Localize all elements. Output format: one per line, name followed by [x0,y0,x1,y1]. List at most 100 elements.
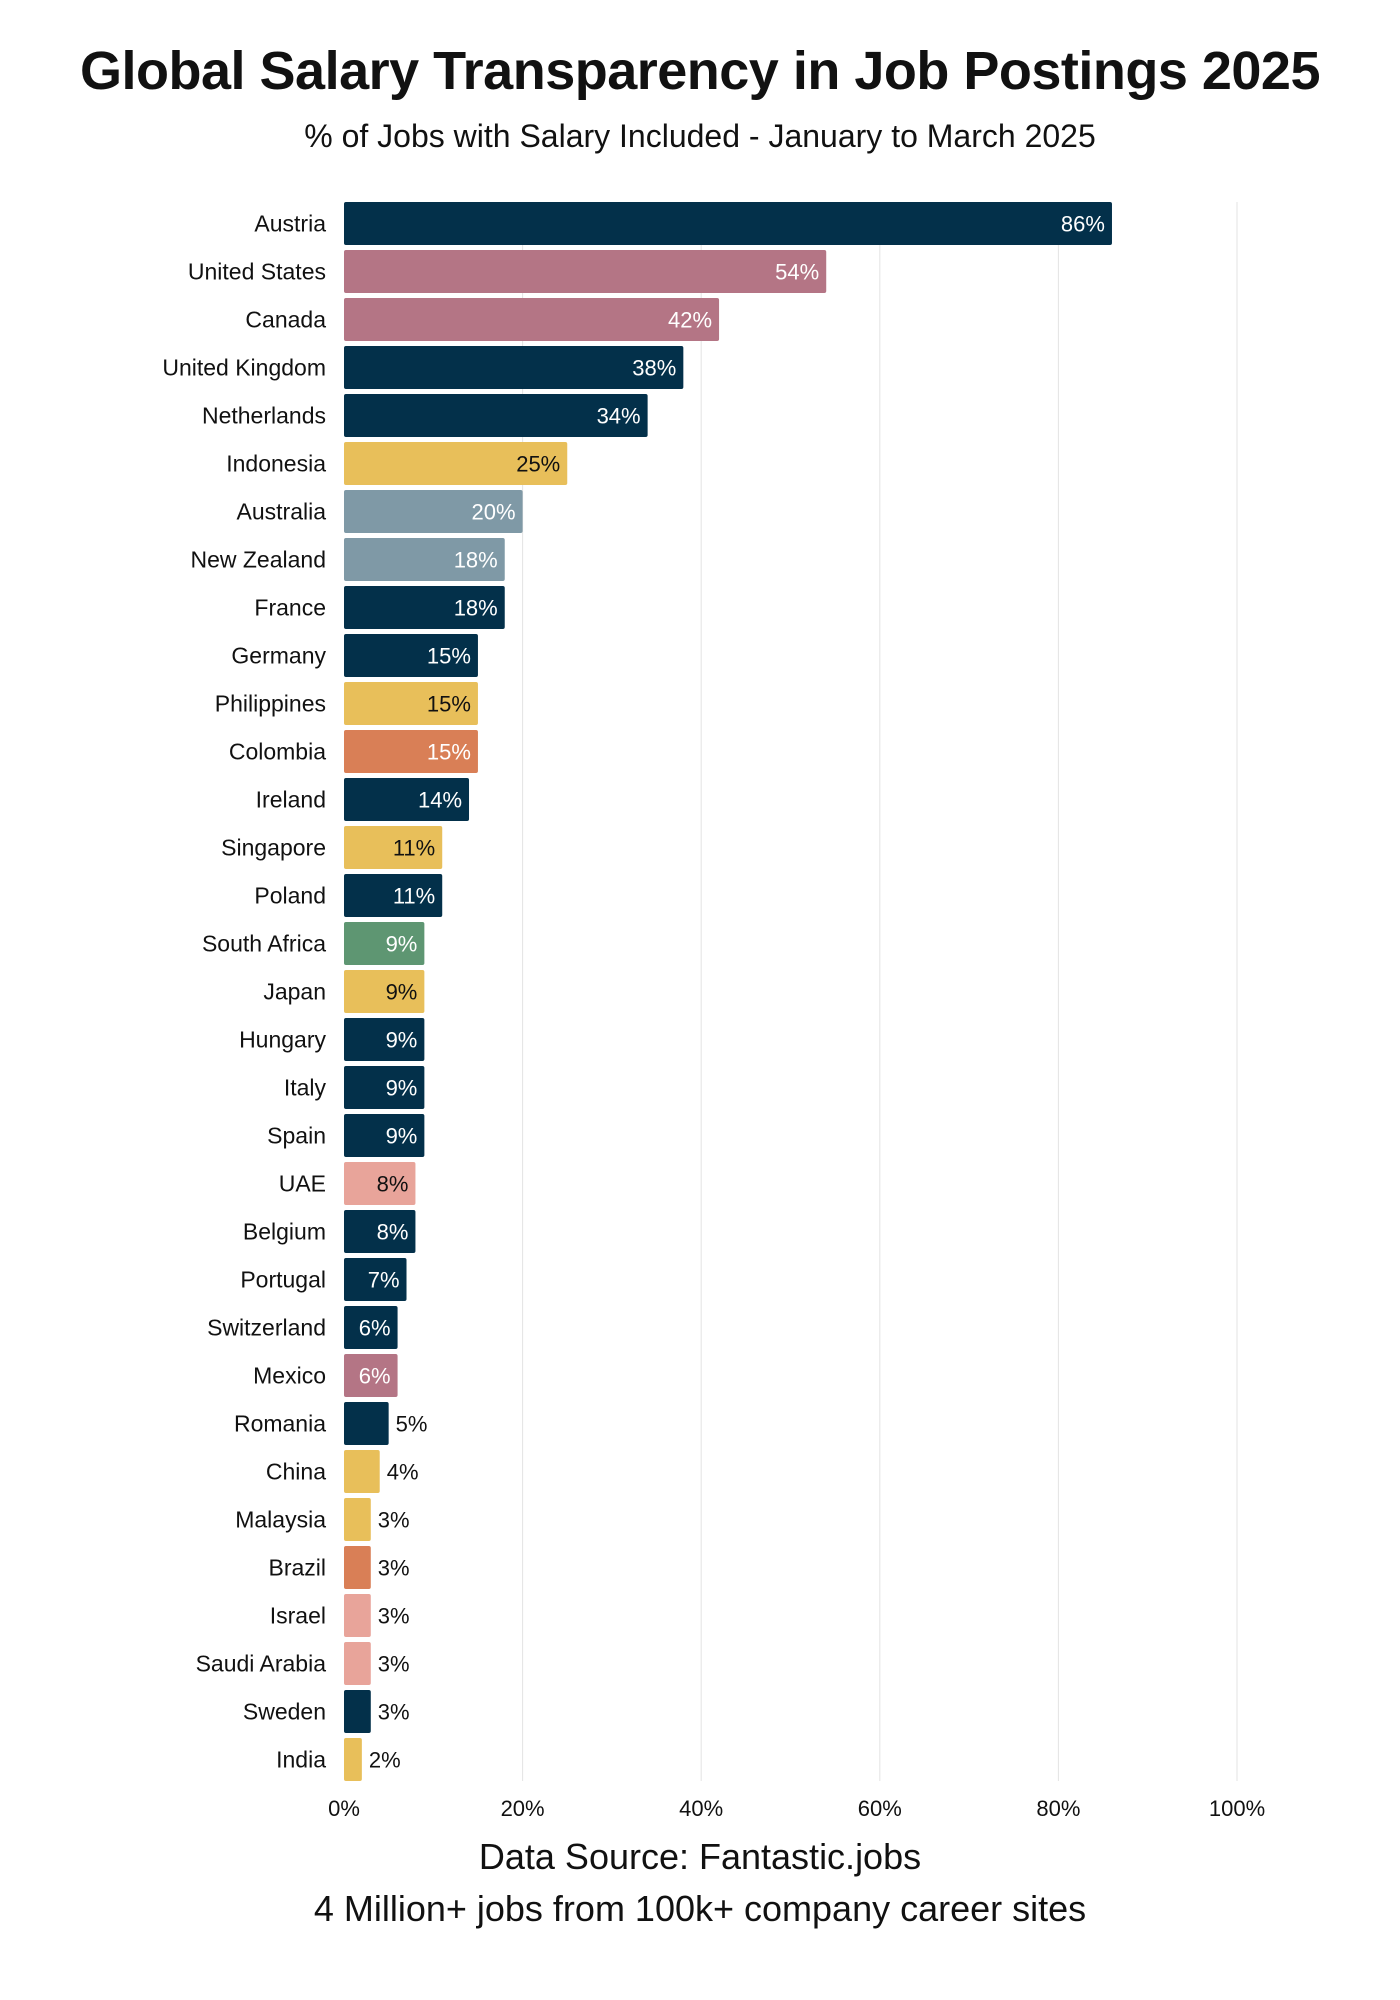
bar [344,730,478,773]
data-label: 42% [668,308,712,333]
category-label: Mexico [253,1363,326,1389]
data-label: 25% [516,452,560,477]
data-description: 4 Million+ jobs from 100k+ company caree… [313,1888,1087,1929]
bar [344,202,1112,245]
data-label: 15% [427,740,471,765]
bar [344,1642,371,1685]
data-label: 15% [427,692,471,717]
data-label: 6% [359,1364,391,1389]
data-label: 4% [387,1460,419,1485]
x-tick-label: 40% [679,1796,723,1821]
data-label: 11% [393,884,435,909]
data-label: 3% [378,1604,410,1629]
bar [344,1402,389,1445]
bar [344,1498,371,1541]
data-label: 3% [378,1508,410,1533]
bar [344,1114,425,1157]
bar [344,298,720,341]
bar [344,538,505,581]
bar [344,1018,425,1061]
category-label: Colombia [229,739,326,765]
data-label: 18% [454,548,498,573]
bar [344,1594,371,1637]
category-label: Romania [234,1411,326,1437]
category-label: UAE [279,1171,326,1197]
bar [344,682,478,725]
category-label: Japan [263,979,326,1005]
data-label: 7% [368,1268,400,1293]
data-label: 15% [427,644,471,669]
category-label: Italy [284,1075,327,1101]
bar [344,970,425,1013]
bar [344,1162,416,1205]
category-label: United Kingdom [162,355,326,381]
category-label: Hungary [239,1027,326,1053]
category-label: Indonesia [226,451,326,477]
bar [344,442,568,485]
category-label: Israel [270,1603,326,1629]
category-label: Germany [231,643,326,669]
bar [344,1210,416,1253]
data-label: 86% [1061,212,1105,237]
bar [344,1354,398,1397]
bar [344,1690,371,1733]
category-label: New Zealand [190,547,326,573]
category-label: Australia [237,499,327,525]
data-label: 8% [377,1172,409,1197]
x-tick-label: 60% [858,1796,902,1821]
bar [344,586,505,629]
category-label: Portugal [240,1267,326,1293]
category-label: India [276,1747,326,1773]
data-label: 9% [386,1124,418,1149]
x-tick-label: 80% [1036,1796,1080,1821]
category-label: Canada [245,307,326,333]
data-label: 3% [378,1652,410,1677]
category-label: China [266,1459,326,1485]
category-label: Switzerland [207,1315,326,1341]
data-label: 2% [369,1748,401,1773]
category-label: United States [188,259,326,285]
category-label: Belgium [243,1219,326,1245]
data-label: 3% [378,1700,410,1725]
category-label: France [254,595,326,621]
bar [344,778,470,821]
data-label: 54% [775,260,819,285]
data-label: 9% [386,980,418,1005]
category-label: Singapore [221,835,326,861]
category-label: Spain [267,1123,326,1149]
bar [344,874,443,917]
data-label: 18% [454,596,498,621]
bar [344,346,684,389]
x-tick-label: 20% [501,1796,545,1821]
category-label: Philippines [215,691,326,717]
bar [344,250,827,293]
category-label: Brazil [268,1555,326,1581]
data-source: Data Source: Fantastic.jobs [478,1836,922,1877]
x-tick-label: 0% [328,1796,360,1821]
bar [344,1258,407,1301]
bar [344,1738,362,1781]
category-label: Ireland [256,787,326,813]
data-label: 34% [597,404,641,429]
data-label: 11% [393,836,435,861]
category-label: Netherlands [202,403,326,429]
x-tick-label: 100% [1209,1796,1265,1821]
data-label: 5% [396,1412,428,1437]
category-label: Austria [254,211,326,237]
bar [344,826,443,869]
chart-title: Global Salary Transparency in Job Postin… [80,41,1321,101]
category-label: Sweden [243,1699,326,1725]
data-label: 9% [386,1076,418,1101]
category-label: Poland [254,883,326,909]
data-label: 9% [386,932,418,957]
category-label: Malaysia [235,1507,326,1533]
data-label: 9% [386,1028,418,1053]
bar [344,490,523,533]
data-label: 3% [378,1556,410,1581]
bar [344,1066,425,1109]
chart-subtitle: % of Jobs with Salary Included - January… [304,118,1096,154]
data-label: 38% [632,356,676,381]
bar [344,1306,398,1349]
bar [344,922,425,965]
